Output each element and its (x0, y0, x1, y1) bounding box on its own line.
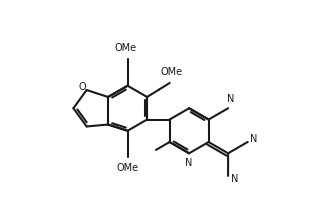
Text: N: N (250, 134, 258, 144)
Text: OMe: OMe (115, 44, 137, 53)
Text: N: N (185, 158, 193, 168)
Text: OMe: OMe (117, 163, 139, 173)
Text: O: O (78, 82, 86, 92)
Text: N: N (227, 94, 234, 104)
Text: OMe: OMe (160, 67, 182, 77)
Text: N: N (230, 174, 238, 184)
